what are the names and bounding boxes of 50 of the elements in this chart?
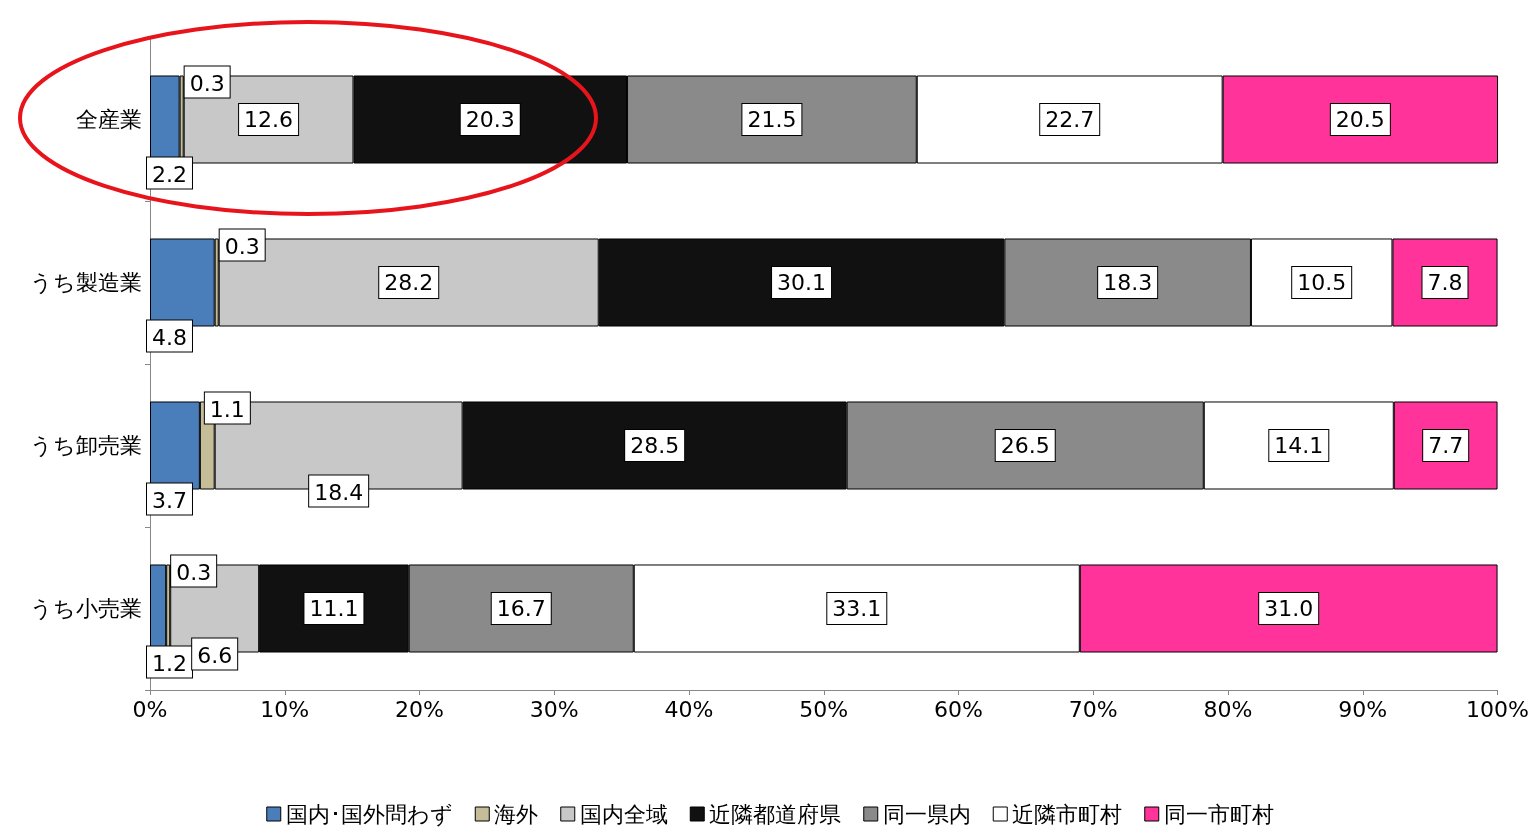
legend-label: 海外: [494, 801, 539, 827]
legend-label: 近隣市町村: [1012, 801, 1123, 827]
data-label: 31.0: [1264, 596, 1314, 621]
legend-label: 同一県内: [882, 801, 971, 827]
x-tick-label: 20%: [395, 696, 444, 722]
data-label: 16.7: [496, 596, 546, 621]
x-tick-label: 50%: [799, 696, 849, 722]
legend-label: 国内･国外問わず: [285, 801, 453, 827]
data-label: 21.5: [747, 107, 797, 132]
data-label: 18.4: [314, 480, 364, 506]
data-label: 14.1: [1274, 433, 1324, 458]
data-label: 12.6: [244, 107, 294, 132]
x-tick-label: 40%: [664, 696, 714, 722]
x-tick-label: 60%: [934, 696, 983, 722]
data-label: 0.3: [189, 70, 225, 96]
y-tick-label: うち製造業: [30, 270, 142, 295]
legend-label: 同一市町村: [1163, 801, 1274, 827]
y-tick-label: 全産業: [76, 107, 142, 132]
data-label: 11.1: [309, 596, 359, 621]
y-tick-label: うち小売業: [30, 596, 142, 621]
data-label: 6.6: [197, 643, 233, 669]
x-tick-label: 0%: [132, 696, 168, 722]
legend-label: 近隣都道府県: [709, 801, 842, 827]
data-label: 28.2: [384, 270, 434, 295]
data-label: 0.3: [224, 233, 260, 259]
data-label: 1.2: [152, 651, 187, 677]
data-label: 20.5: [1335, 107, 1385, 132]
data-label: 1.1: [209, 396, 245, 422]
data-label: 18.3: [1103, 270, 1153, 295]
data-label: 3.7: [152, 488, 187, 514]
data-label: 7.8: [1427, 270, 1463, 295]
data-label: 22.7: [1045, 107, 1095, 132]
x-tick-label: 70%: [1068, 696, 1118, 722]
data-label: 33.1: [832, 596, 882, 621]
data-label: 28.5: [630, 433, 680, 458]
data-label: 30.1: [777, 270, 827, 295]
data-label: 10.5: [1297, 270, 1347, 295]
legend-label: 国内全域: [579, 801, 668, 827]
data-label: 4.8: [152, 325, 187, 351]
data-label: 26.5: [1000, 433, 1050, 458]
data-label: 2.2: [152, 162, 187, 188]
x-tick-label: 80%: [1203, 696, 1253, 722]
data-label: 7.7: [1428, 433, 1464, 458]
x-tick-label: 30%: [529, 696, 579, 722]
data-label: 20.3: [465, 107, 515, 132]
x-tick-label: 90%: [1338, 696, 1388, 722]
x-tick-label: 100%: [1466, 696, 1530, 722]
x-tick-label: 10%: [260, 696, 310, 722]
data-label: 0.3: [176, 559, 212, 585]
y-tick-label: うち卸売業: [30, 433, 142, 458]
